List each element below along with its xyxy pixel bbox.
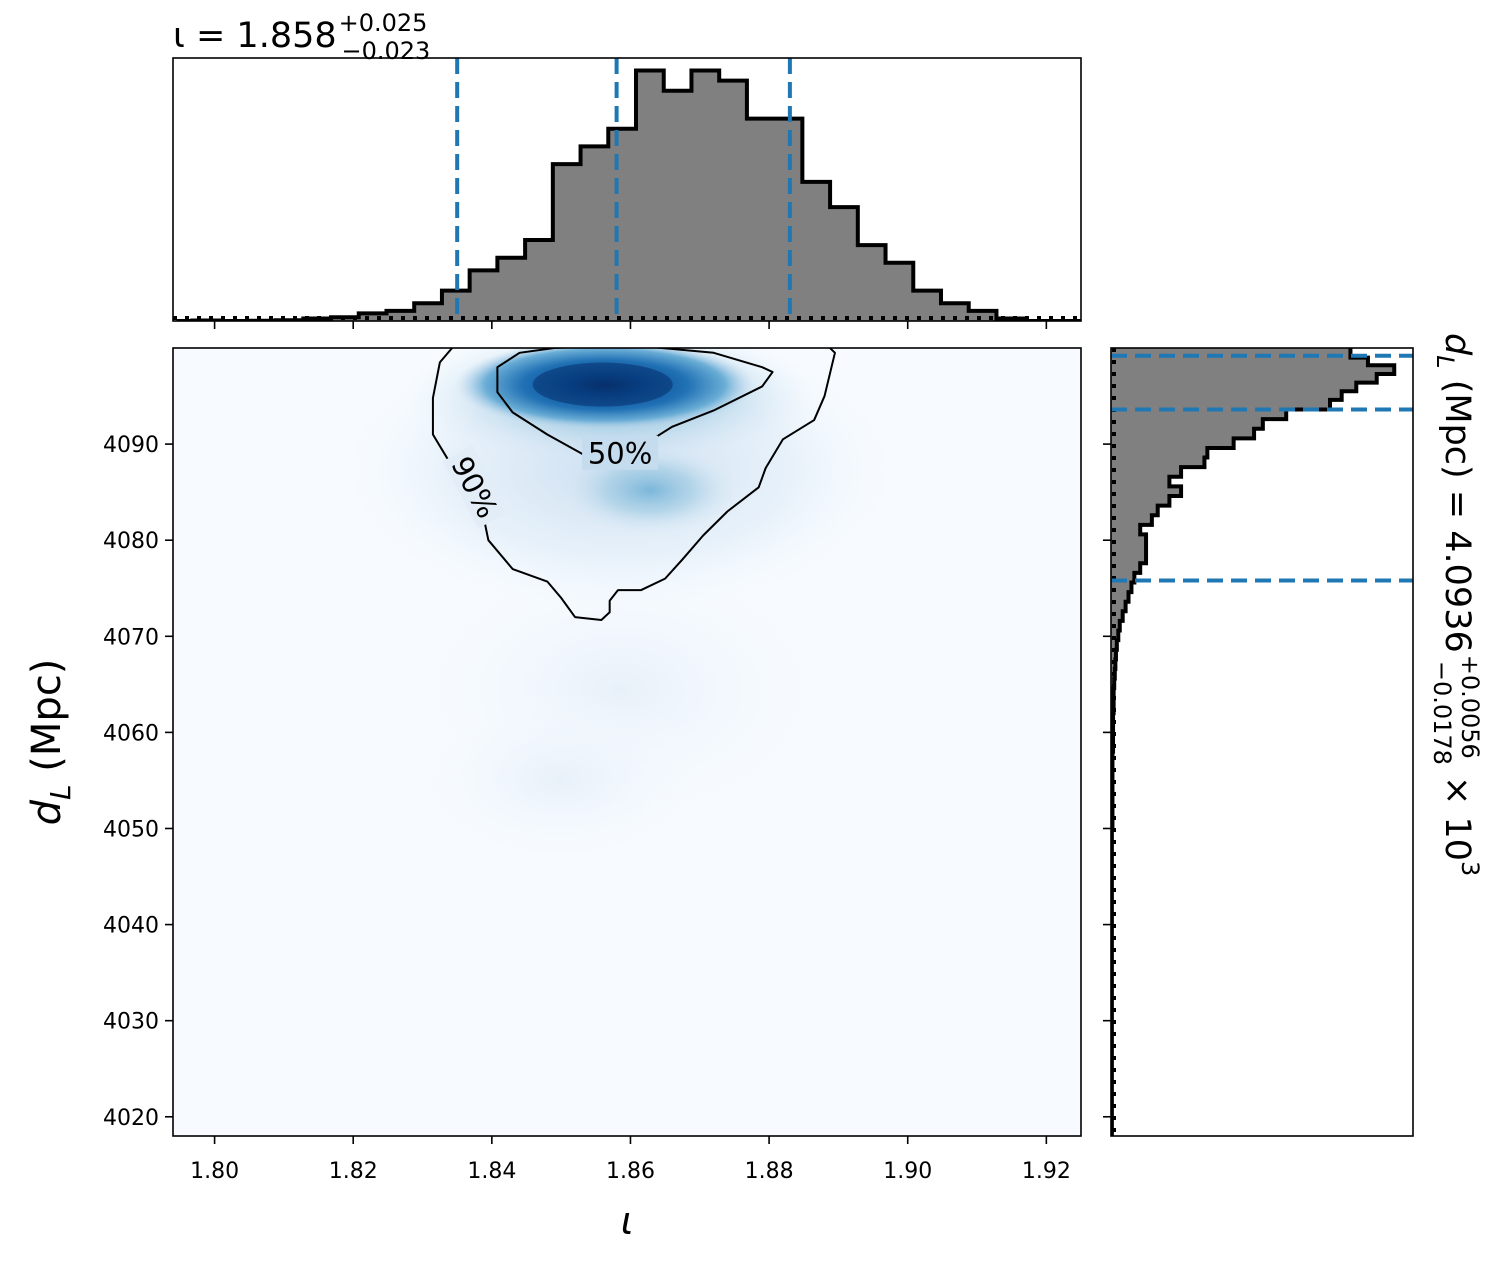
- x-axis-ticks: 1.80 1.82 1.84 1.86 1.88 1.90 1.92: [190, 1136, 1071, 1184]
- right-histogram-y-ticks: [1103, 443, 1111, 1118]
- y-tick-label-3: 4050: [103, 817, 159, 842]
- contour-label-bg-1: [442, 445, 509, 529]
- top-histogram-frame: [172, 57, 1082, 322]
- x-tick-label-6: 1.92: [1022, 1159, 1071, 1184]
- y-axis-ticks: 4020 4030 4040 4050 4060 4070 4080 4090: [103, 433, 173, 1131]
- top-quantile-lines: [455, 58, 792, 321]
- y-tick-label-5: 4070: [103, 625, 159, 650]
- top-histogram-panel: ι = 1.858+0.025 −0.023: [172, 9, 1082, 329]
- y-tick-label-4: 4060: [103, 721, 159, 746]
- top-histogram-x-ticks: [213, 321, 1048, 329]
- top-histogram-step: [176, 68, 1081, 321]
- x-tick-label-2: 1.84: [467, 1159, 516, 1184]
- top-histogram-title: ι = 1.858+0.025 −0.023: [173, 9, 430, 65]
- x-tick-label-3: 1.86: [606, 1159, 655, 1184]
- right-histogram-panel: dL (Mpc) = 4.0936+0.0056−0.0178 × 103: [1103, 333, 1484, 1137]
- y-tick-label-1: 4030: [103, 1010, 159, 1035]
- credible-contours: 50%90%: [431, 348, 836, 621]
- y-tick-label-0: 4020: [103, 1106, 159, 1131]
- contour-label-50: 50%: [588, 437, 652, 471]
- y-tick-label-6: 4080: [103, 529, 159, 554]
- x-tick-label-0: 1.80: [190, 1159, 239, 1184]
- x-axis-label: ι: [621, 1199, 634, 1243]
- right-histogram-title: dL (Mpc) = 4.0936+0.0056−0.0178 × 103: [1428, 333, 1484, 876]
- density-peak: [532, 362, 673, 407]
- x-tick-label-1: 1.82: [329, 1159, 378, 1184]
- right-histogram-frame: [1110, 347, 1414, 1137]
- y-tick-label-2: 4040: [103, 914, 159, 939]
- x-tick-label-5: 1.90: [883, 1159, 932, 1184]
- contour-label-bg-0: [582, 435, 659, 470]
- y-tick-label-7: 4090: [103, 433, 159, 458]
- x-tick-label-4: 1.88: [745, 1159, 794, 1184]
- density-heatmap: 50%90%: [330, 348, 910, 870]
- density-frame: [172, 347, 1082, 1137]
- right-histogram-fill: [1111, 348, 1395, 1136]
- density-panel: 50%90% 1.80 1.82 1.84 1.86 1.88 1.90 1.92 4020…: [24, 347, 1082, 1243]
- y-axis-label: dL (Mpc): [24, 659, 77, 826]
- right-quantile-lines: [1111, 353, 1413, 583]
- top-histogram-fill: [176, 70, 1081, 321]
